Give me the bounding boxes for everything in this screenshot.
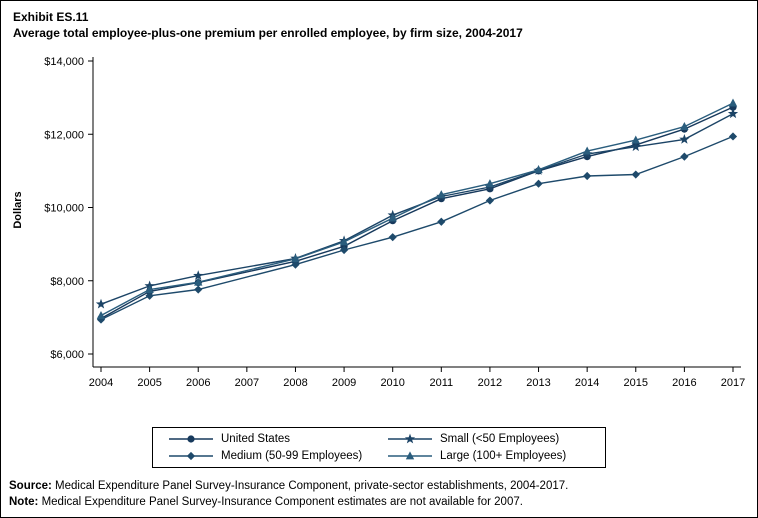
chart-area: Dollars $6,000 $8,000 $10,000 $12,000 $14,000… <box>1 45 757 393</box>
x-tick-label: 2007 <box>235 377 259 389</box>
triangle-marker <box>291 254 300 263</box>
diamond-marker <box>194 285 203 294</box>
diamond-marker <box>96 315 106 324</box>
y-axis-label: Dollars <box>12 191 24 228</box>
star-marker <box>630 141 641 152</box>
diamond-marker <box>186 451 196 461</box>
star-marker <box>95 298 107 309</box>
source-note: Source: Medical Expenditure Panel Survey… <box>9 478 757 494</box>
triangle-marker <box>437 190 446 199</box>
legend-item: Large (100+ Employees) <box>386 449 591 463</box>
diamond-marker-icon <box>169 451 213 461</box>
triangle-marker <box>680 121 689 130</box>
legend-label: United States <box>221 433 291 445</box>
y-tick-label: $14,000 <box>44 56 84 68</box>
diamond-marker <box>534 179 543 188</box>
x-tick-label: 2012 <box>478 377 502 389</box>
legend: United States Small (<50 Employees) Medium… <box>152 427 606 468</box>
source-text: Medical Expenditure Panel Survey-Insuran… <box>51 480 569 492</box>
triangle-marker <box>631 135 640 144</box>
star-marker <box>404 433 416 444</box>
x-tick-label: 2013 <box>526 377 550 389</box>
diamond-marker <box>583 171 592 181</box>
triangle-marker <box>96 310 106 319</box>
footnotes: Source: Medical Expenditure Panel Survey… <box>9 478 757 510</box>
circle-marker-icon <box>169 435 213 443</box>
star-marker <box>679 133 690 144</box>
note-label: Note: <box>9 496 39 508</box>
legend-item: Small (<50 Employees) <box>386 432 591 446</box>
x-tick-label: 2008 <box>283 377 307 389</box>
x-tick-label: 2016 <box>672 377 696 389</box>
x-tick-label: 2005 <box>137 377 161 389</box>
diamond-marker <box>680 152 689 161</box>
legend-item: Medium (50-99 Employees) <box>167 449 372 463</box>
legend-label: Large (100+ Employees) <box>440 450 567 462</box>
diamond-marker <box>485 196 495 205</box>
circle-marker <box>187 435 195 443</box>
triangle-marker <box>728 98 738 107</box>
exhibit-label: Exhibit ES.11 <box>13 10 89 24</box>
triangle-marker <box>145 284 154 293</box>
diamond-marker <box>145 291 154 300</box>
diamond-marker <box>339 245 349 255</box>
chart-header: Exhibit ES.11 Average total employee-plu… <box>1 1 757 41</box>
triangle-marker <box>388 213 397 222</box>
star-marker <box>727 108 739 119</box>
diamond-marker <box>437 217 446 226</box>
triangle-marker-icon <box>388 451 432 460</box>
triangle-marker <box>194 277 203 286</box>
x-tick-label: 2006 <box>186 377 210 389</box>
triangle-marker <box>582 146 592 155</box>
triangle-marker <box>339 237 349 246</box>
premium-line-chart: Dollars $6,000 $8,000 $10,000 $12,000 $14,000… <box>12 56 745 389</box>
diamond-marker <box>291 260 300 269</box>
diamond-marker <box>631 170 640 179</box>
source-label: Source: <box>9 480 52 492</box>
legend-label: Small (<50 Employees) <box>440 433 560 445</box>
chart-title: Average total employee-plus-one premium … <box>13 26 523 40</box>
triangle-marker <box>534 165 543 174</box>
star-marker <box>193 270 204 280</box>
legend-label: Medium (50-99 Employees) <box>221 450 363 462</box>
y-tick-label: $10,000 <box>44 203 84 215</box>
availability-note: Note: Medical Expenditure Panel Survey-I… <box>9 494 757 510</box>
diamond-marker <box>728 132 738 141</box>
x-tick-label: 2011 <box>429 377 453 389</box>
x-tick-label: 2017 <box>721 377 745 389</box>
note-text: Medical Expenditure Panel Survey-Insuran… <box>38 496 523 508</box>
x-tick-label: 2015 <box>624 377 648 389</box>
y-tick-label: $8,000 <box>50 276 84 288</box>
y-tick-label: $12,000 <box>44 129 84 141</box>
x-tick-label: 2004 <box>89 377 113 389</box>
x-tick-label: 2009 <box>332 377 356 389</box>
triangle-marker <box>485 179 495 188</box>
x-tick-label: 2014 <box>575 377 599 389</box>
diamond-marker <box>388 233 397 242</box>
series-line <box>100 135 734 321</box>
legend-items: United States Small (<50 Employees) Medium… <box>167 432 591 463</box>
star-marker-icon <box>388 433 432 444</box>
triangle-marker <box>405 451 415 460</box>
legend-item: United States <box>167 432 372 446</box>
y-tick-label: $6,000 <box>50 349 84 361</box>
x-tick-label: 2010 <box>380 377 404 389</box>
